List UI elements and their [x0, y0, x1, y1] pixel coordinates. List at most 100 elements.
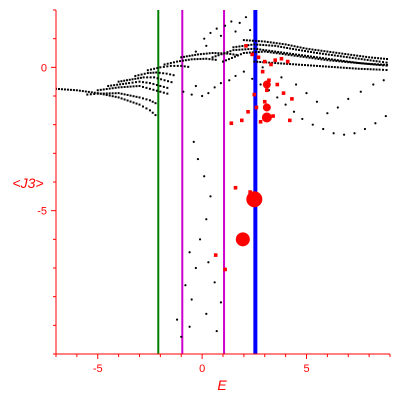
curve-point	[339, 59, 342, 62]
data-point	[205, 218, 208, 221]
curve-point	[105, 92, 108, 95]
data-point	[250, 52, 255, 57]
curve-point	[211, 52, 214, 54]
curve-point	[353, 54, 356, 57]
curve-point	[116, 83, 119, 86]
curve-point	[191, 54, 194, 57]
curve-point	[311, 57, 314, 60]
curve-point	[320, 58, 323, 61]
curve-point	[113, 84, 116, 87]
curve-point	[138, 84, 141, 87]
curve-point	[268, 61, 271, 64]
curve-point	[274, 62, 277, 65]
curve-point	[312, 64, 315, 67]
curve-point	[242, 52, 245, 54]
curve-point	[284, 43, 287, 46]
curve-point	[286, 52, 289, 55]
curve-point	[214, 58, 217, 61]
curve-point	[208, 58, 211, 61]
curve-point	[305, 47, 308, 50]
curve-point	[119, 83, 122, 86]
curve-point	[111, 92, 114, 95]
curve-point	[211, 58, 214, 61]
curve-point	[90, 91, 93, 94]
curve-point	[111, 87, 114, 90]
curve-point	[145, 81, 148, 84]
data-point	[280, 76, 283, 79]
curve-point	[278, 42, 281, 45]
curve-point	[155, 89, 158, 92]
curve-point	[374, 63, 377, 66]
data-point	[192, 140, 195, 143]
data-point	[262, 59, 267, 64]
data-point	[175, 318, 179, 321]
curve-point	[348, 56, 351, 59]
curve-point	[299, 46, 302, 49]
curve-point	[293, 45, 296, 48]
curve-point	[187, 65, 190, 68]
curve-point	[224, 59, 227, 62]
curve-point	[332, 59, 335, 62]
curve-point	[57, 88, 60, 91]
data-point	[246, 109, 250, 114]
curve-point	[280, 62, 283, 65]
curve-point	[357, 62, 360, 65]
curve-point	[290, 44, 293, 47]
curve-point	[196, 53, 199, 56]
curve-point	[357, 57, 360, 60]
curve-point	[333, 54, 336, 57]
curve-point	[128, 82, 131, 85]
data-point	[292, 110, 296, 113]
curve-point	[277, 62, 280, 65]
curve-point	[363, 62, 366, 65]
curve-point	[145, 98, 148, 101]
curve-point	[350, 61, 353, 64]
data-point	[336, 106, 339, 109]
curve-point	[323, 50, 326, 53]
curve-point	[99, 92, 102, 95]
curve-point	[178, 60, 181, 63]
data-point	[207, 261, 210, 264]
curve-point	[138, 80, 141, 83]
curve-point	[296, 55, 299, 58]
axes-layer: -5 0 5 0 -5	[37, 9, 391, 375]
curve-point	[335, 51, 338, 54]
curve-point	[159, 90, 162, 93]
curve-point	[126, 99, 129, 102]
data-point	[281, 91, 286, 95]
curve-point	[298, 49, 301, 52]
data-point	[234, 74, 237, 78]
curve-point	[380, 57, 383, 60]
data-point	[290, 97, 294, 101]
curve-point	[132, 95, 135, 98]
curves-layer	[56, 39, 389, 117]
data-point	[267, 78, 271, 83]
curve-point	[271, 50, 274, 53]
curve-point	[280, 51, 283, 54]
curve-point	[176, 64, 179, 67]
curve-point	[298, 53, 301, 56]
curve-point	[117, 96, 120, 99]
curve-point	[369, 68, 372, 71]
curve-point	[96, 92, 99, 95]
curve-point	[137, 74, 140, 77]
curve-point	[248, 51, 251, 54]
data-point	[261, 112, 272, 123]
curve-point	[281, 42, 284, 45]
curve-point	[380, 63, 383, 66]
curve-point	[287, 44, 290, 47]
curve-point	[117, 86, 120, 89]
curve-point	[345, 60, 348, 63]
curve-point	[253, 43, 256, 46]
curve-point	[371, 56, 374, 59]
curve-point	[338, 52, 341, 55]
curve-point	[233, 55, 236, 58]
curve-point	[247, 48, 250, 51]
curve-point	[69, 88, 72, 91]
curve-point	[75, 89, 78, 92]
data-point	[374, 122, 377, 125]
curve-point	[227, 58, 230, 61]
curve-point	[145, 86, 148, 89]
curve-point	[281, 53, 284, 56]
curve-point	[327, 57, 330, 60]
